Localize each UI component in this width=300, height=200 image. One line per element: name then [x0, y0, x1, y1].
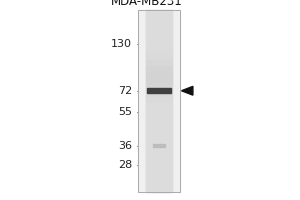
Bar	[146, 59, 172, 65]
Bar	[138, 10, 180, 192]
Text: 55: 55	[118, 107, 132, 117]
Bar	[138, 10, 180, 192]
Text: 36: 36	[118, 141, 132, 151]
Bar	[146, 65, 172, 71]
Bar	[146, 180, 172, 186]
Bar	[146, 119, 172, 125]
Text: 72: 72	[118, 86, 132, 96]
Text: 28: 28	[118, 160, 132, 170]
Bar	[146, 113, 172, 119]
Bar	[146, 143, 172, 150]
Bar	[146, 22, 172, 28]
Bar	[146, 125, 172, 131]
Bar	[146, 162, 172, 168]
Bar	[146, 186, 172, 192]
Text: MDA-MB231: MDA-MB231	[111, 0, 183, 8]
Bar	[146, 89, 172, 95]
Bar	[146, 174, 172, 180]
Bar	[146, 10, 172, 192]
Bar	[146, 77, 172, 83]
Bar	[146, 52, 172, 59]
Bar	[147, 88, 171, 93]
Bar	[146, 131, 172, 137]
Bar	[146, 34, 172, 40]
Bar	[146, 71, 172, 77]
Bar	[146, 28, 172, 34]
Bar	[146, 168, 172, 174]
Bar	[146, 16, 172, 22]
Bar	[146, 156, 172, 162]
Bar	[146, 40, 172, 46]
Bar	[153, 144, 165, 147]
Bar	[146, 46, 172, 52]
Bar	[146, 107, 172, 113]
Polygon shape	[182, 86, 193, 95]
Bar	[146, 95, 172, 101]
Bar	[146, 150, 172, 156]
Text: 130: 130	[111, 39, 132, 49]
Bar	[146, 101, 172, 107]
Bar	[146, 137, 172, 143]
Bar	[146, 10, 172, 16]
Bar	[146, 83, 172, 89]
